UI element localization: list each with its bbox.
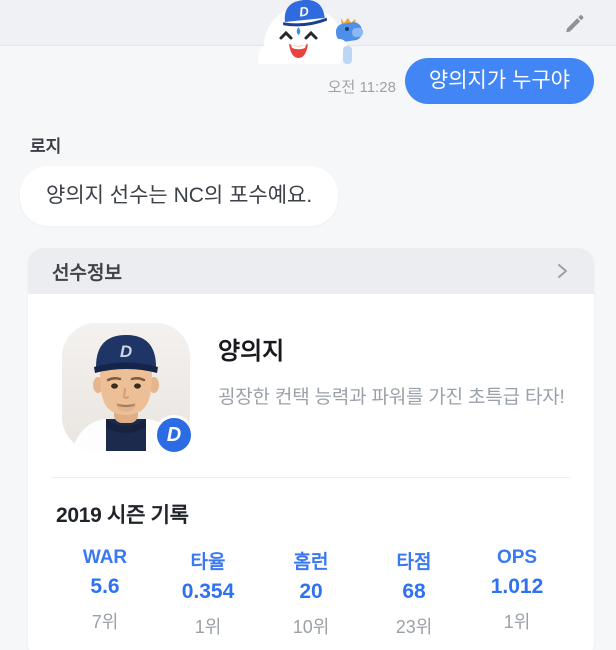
stat-label: 타율 — [190, 552, 226, 573]
stat-label: 타점 — [396, 552, 432, 573]
player-card-title: 선수정보 — [52, 262, 122, 284]
player-profile-text: 양의지 굉장한 컨택 능력과 파워를 가진 초특급 타자! — [218, 323, 565, 409]
user-message-row: 오전 11:28 양의지가 누구야 — [0, 58, 594, 104]
stat-rank: 23위 — [395, 617, 433, 637]
player-profile: D D — [50, 294, 572, 477]
stat-label: OPS — [496, 547, 538, 568]
stat-rank: 1위 — [194, 617, 222, 637]
edit-icon[interactable] — [556, 6, 592, 42]
stat-value: 1.012 — [490, 575, 544, 598]
pencil-icon — [566, 15, 584, 33]
top-bar — [0, 0, 616, 46]
chevron-right-icon — [558, 264, 567, 278]
player-info-card[interactable]: 선수정보 — [28, 248, 594, 650]
team-badge: D — [154, 415, 194, 455]
season-stats-row: WAR 5.6 7위 타율 0.354 1위 홈런 20 10위 — [74, 547, 548, 639]
card-divider — [52, 477, 570, 478]
stat-label: WAR — [82, 547, 128, 568]
stat-avg: 타율 0.354 1위 — [177, 547, 239, 639]
stat-rank: 7위 — [91, 612, 119, 632]
chat-area: 오전 11:28 양의지가 누구야 로지 양의지 선수는 NC의 포수예요. 선… — [0, 47, 616, 650]
svg-text:D: D — [120, 342, 132, 361]
user-message-bubble: 양의지가 누구야 — [404, 58, 594, 104]
player-photo: D D — [62, 323, 194, 455]
stat-label: 홈런 — [293, 552, 329, 573]
stat-value: 68 — [402, 580, 426, 603]
stat-rbi: 타점 68 23위 — [383, 547, 445, 639]
player-card-header[interactable]: 선수정보 — [28, 248, 594, 294]
stat-rank: 10위 — [292, 617, 330, 637]
stat-hr: 홈런 20 10위 — [280, 547, 342, 639]
message-timestamp: 오전 11:28 — [327, 79, 396, 96]
player-photo-image: D — [62, 323, 190, 451]
stat-value: 20 — [299, 580, 323, 603]
stat-value: 5.6 — [90, 575, 120, 598]
player-card-body: D D — [28, 294, 594, 650]
stat-ops: OPS 1.012 1위 — [486, 547, 548, 639]
player-description: 굉장한 컨택 능력과 파워를 가진 초특급 타자! — [218, 387, 565, 408]
stat-rank: 1위 — [503, 612, 531, 632]
stat-war: WAR 5.6 7위 — [74, 547, 136, 639]
bot-message-bubble: 양의지 선수는 NC의 포수예요. — [20, 166, 339, 226]
season-record-title: 2019 시즌 기록 — [56, 504, 189, 527]
stat-value: 0.354 — [181, 580, 235, 603]
player-name: 양의지 — [218, 338, 285, 365]
bot-name: 로지 — [30, 137, 62, 156]
